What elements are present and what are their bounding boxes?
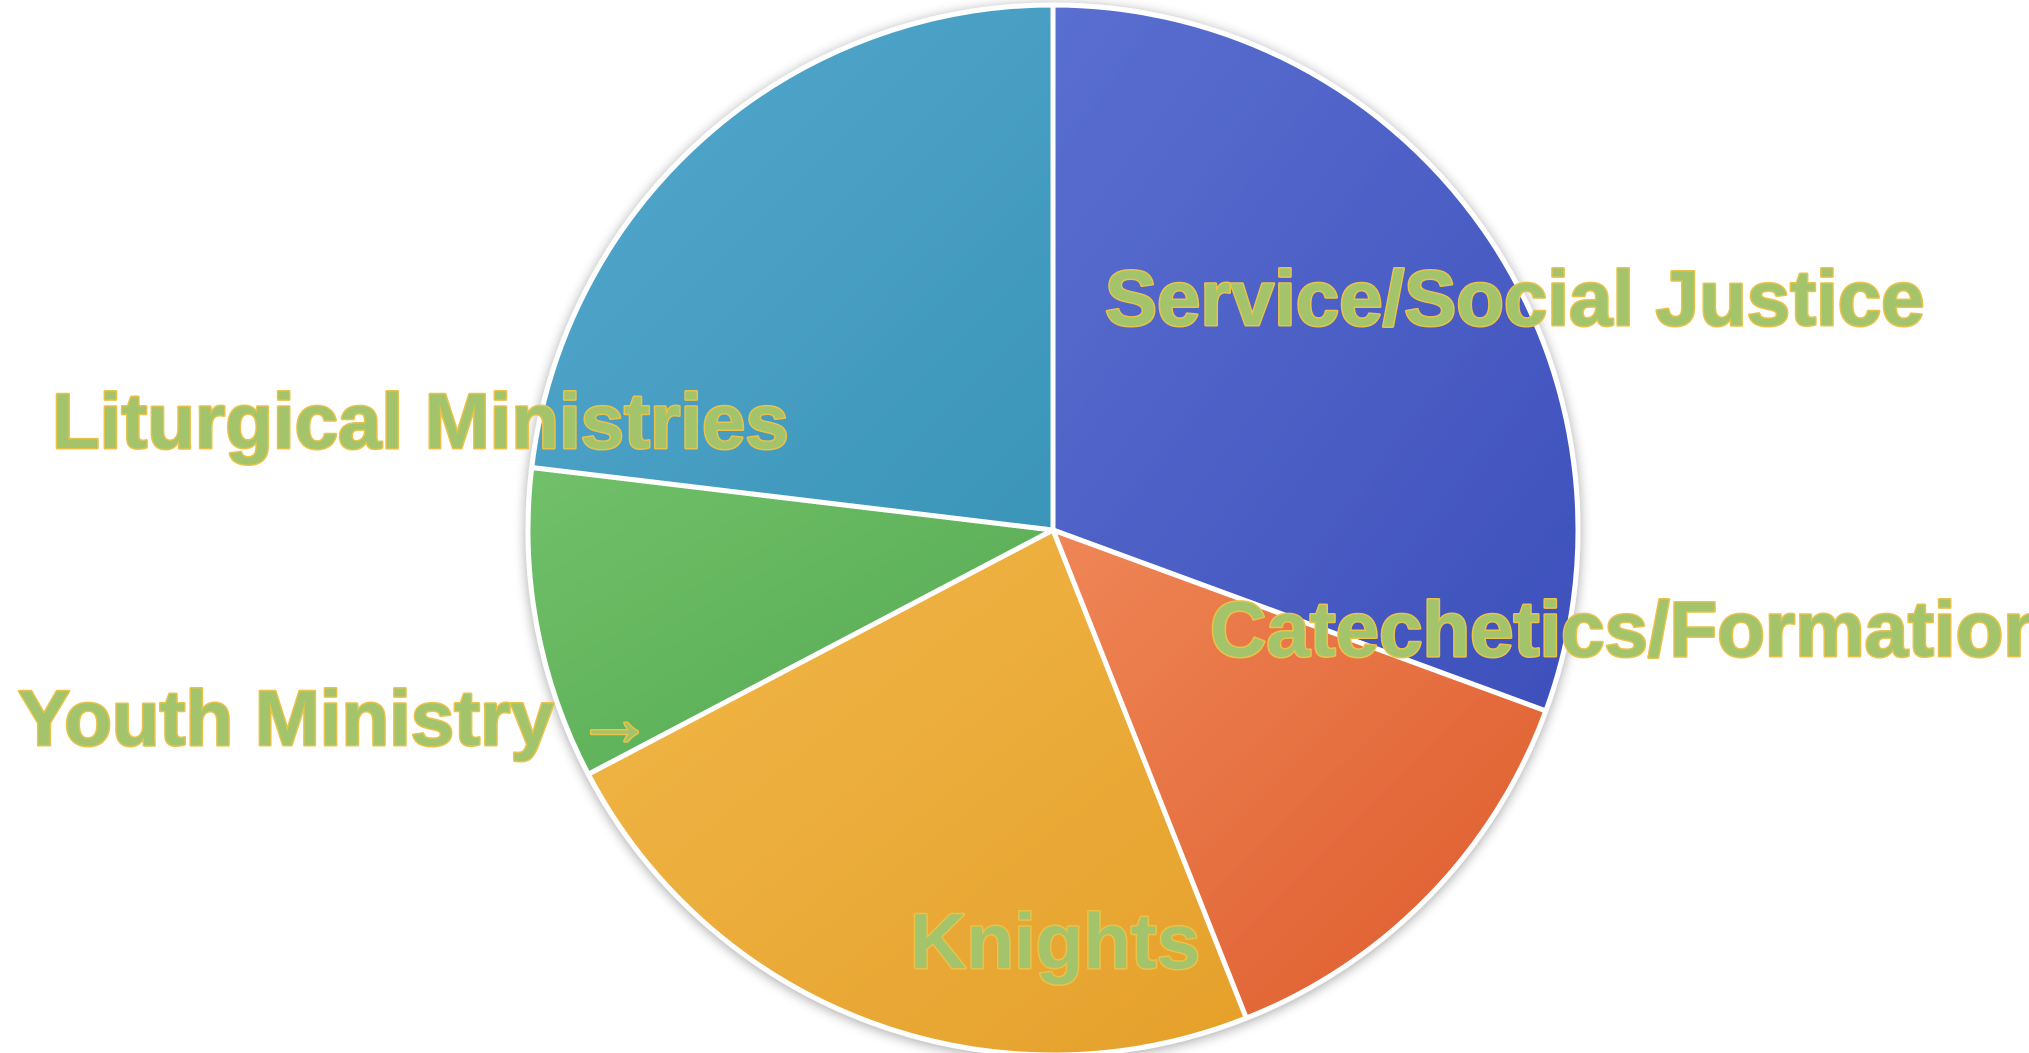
label-service-social-justice: Service/Social Justice (1105, 254, 1925, 342)
pie-slice-service-social-justice (1050, 2, 1581, 714)
label-youth-ministry: Youth Ministry → (18, 674, 654, 762)
label-knights: Knights (910, 897, 1200, 985)
label-liturgical-ministries: Liturgical Ministries (52, 377, 789, 465)
pie-slice-youth-ministry (525, 464, 1056, 777)
pie-slice-knights (585, 527, 1249, 1053)
pie-slice-catechetics-formation (1050, 527, 1549, 1021)
pie-slice-liturgical-ministries (529, 2, 1056, 533)
label-catechetics-formation: Catechetics/Formation (1210, 585, 2029, 673)
pie-slices (525, 2, 1581, 1053)
